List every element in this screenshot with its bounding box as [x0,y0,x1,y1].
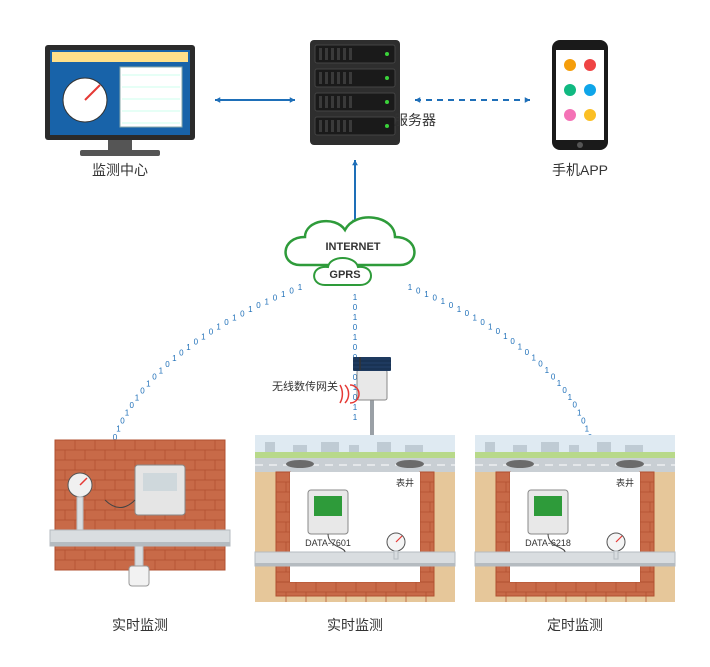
svg-text:1: 1 [353,293,358,302]
svg-text:0: 0 [449,301,454,310]
binary-stream-right: 1010101010101010101010101010 [408,283,593,442]
svg-text:1: 1 [424,290,429,299]
svg-text:1: 1 [441,297,446,306]
svg-text:0: 0 [538,360,543,369]
svg-text:1: 1 [159,366,164,375]
phone-label: 手机APP [552,162,608,178]
station_left-label: 实时监测 [112,617,168,633]
svg-text:0: 0 [416,286,421,295]
svg-text:1: 1 [135,394,140,403]
svg-text:0: 0 [510,337,515,346]
connection-arrow [415,97,530,103]
svg-text:0: 0 [432,293,437,302]
monitor-label: 监测中心 [92,162,148,178]
station_mid-label: 实时监测 [327,617,383,633]
svg-text:1: 1 [125,409,130,418]
svg-text:1: 1 [557,379,562,388]
svg-text:1: 1 [248,305,253,314]
svg-text:0: 0 [551,372,556,381]
svg-text:1: 1 [216,323,221,332]
svg-text:0: 0 [152,373,157,382]
svg-text:0: 0 [140,386,145,395]
svg-text:1: 1 [473,313,478,322]
svg-text:0: 0 [256,301,261,310]
svg-text:1: 1 [281,290,286,299]
svg-text:0: 0 [194,338,199,347]
svg-text:0: 0 [480,318,485,327]
svg-text:1: 1 [201,332,206,341]
svg-text:0: 0 [562,386,567,395]
svg-text:1: 1 [408,283,413,292]
svg-text:0: 0 [465,309,470,318]
svg-text:1: 1 [518,342,523,351]
station_right-label: 定时监测 [547,617,603,633]
connection-arrow [215,97,295,103]
internet-cloud: INTERNET GPRS [286,217,415,285]
station_right-device-label: DATA-6218 [525,538,571,548]
svg-text:1: 1 [353,413,358,422]
connection-arrow [352,160,358,225]
svg-text:1: 1 [545,366,550,375]
svg-text:0: 0 [165,360,170,369]
svg-text:0: 0 [240,309,245,318]
svg-text:1: 1 [186,343,191,352]
phone-app: 手机APP [552,40,608,178]
cloud-label-top: INTERNET [326,241,381,253]
station_mid-device-label: DATA-7601 [305,538,351,548]
svg-text:0: 0 [130,401,135,410]
svg-text:0: 0 [224,318,229,327]
svg-text:1: 1 [172,354,177,363]
svg-text:1: 1 [353,333,358,342]
station_mid: 表井 DATA-7601 实时监测 [255,435,455,633]
binary-stream-left: 1010101010101010101010101010 [113,283,303,442]
svg-text:0: 0 [120,417,125,426]
svg-text:0: 0 [273,294,278,303]
svg-text:1: 1 [503,332,508,341]
svg-text:1: 1 [298,283,303,292]
svg-text:0: 0 [496,327,501,336]
monitor-center: 监测中心 [45,45,195,178]
station_left: 实时监测 [50,440,230,633]
svg-text:0: 0 [209,327,214,336]
svg-text:0: 0 [289,286,294,295]
svg-text:0: 0 [353,323,358,332]
server: 服务器 [310,40,436,145]
svg-text:1: 1 [353,403,358,412]
svg-text:0: 0 [179,348,184,357]
svg-text:1: 1 [264,297,269,306]
svg-text:1: 1 [457,305,462,314]
svg-text:1: 1 [353,313,358,322]
station_right: 表井 DATA-6218 定时监测 [475,435,675,633]
server-label: 服务器 [394,112,436,128]
svg-text:1: 1 [488,322,493,331]
svg-text:1: 1 [232,314,237,323]
gateway-label: 无线数传网关 [272,379,338,393]
svg-text:0: 0 [525,348,530,357]
station_mid-well-label: 表井 [396,477,414,488]
svg-text:0: 0 [353,343,358,352]
cloud-label-bottom: GPRS [329,269,360,281]
svg-text:1: 1 [532,354,537,363]
svg-text:1: 1 [146,379,151,388]
svg-text:0: 0 [353,303,358,312]
station_right-well-label: 表井 [616,477,634,488]
